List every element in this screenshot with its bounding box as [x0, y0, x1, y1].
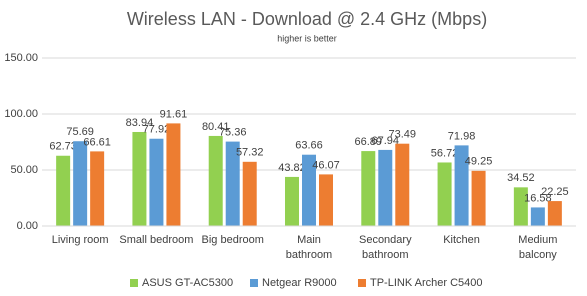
- bar: [132, 131, 147, 226]
- x-tick-label: Medium balcony: [518, 234, 557, 261]
- chart-subtitle: higher is better: [277, 33, 337, 43]
- value-label: 71.98: [448, 130, 476, 142]
- bar: [378, 149, 393, 226]
- x-tick-label: Big bedroom: [202, 234, 264, 246]
- legend-label: TP-LINK Archer C5400: [370, 277, 483, 289]
- y-tick-label: 100.00: [4, 108, 38, 120]
- legend-swatch: [358, 279, 366, 287]
- bar: [547, 201, 562, 226]
- legend-label: ASUS GT-AC5300: [142, 277, 233, 289]
- y-tick-label: 0.00: [17, 220, 38, 232]
- value-label: 77.92: [143, 124, 171, 136]
- bar: [454, 145, 469, 226]
- bar: [395, 143, 410, 226]
- value-label: 46.07: [312, 159, 340, 171]
- value-label: 73.49: [389, 129, 417, 141]
- y-tick-label: 50.00: [10, 164, 38, 176]
- value-label: 66.89: [355, 136, 383, 148]
- value-label: 83.94: [126, 117, 154, 129]
- bar: [56, 155, 71, 226]
- bar: [285, 176, 299, 226]
- bar: [302, 154, 316, 226]
- bar: [225, 141, 240, 226]
- bar: [90, 151, 105, 226]
- value-label: 49.25: [465, 156, 493, 168]
- value-label: 63.66: [295, 140, 323, 152]
- legend-label: Netgear R9000: [262, 277, 337, 289]
- value-label: 22.25: [541, 186, 569, 198]
- value-label: 80.41: [202, 121, 230, 133]
- value-label: 16.58: [524, 192, 552, 204]
- value-label: 91.61: [160, 108, 188, 120]
- chart-title: Wireless LAN - Download @ 2.4 GHz (Mbps): [127, 9, 487, 29]
- value-label: 57.32: [236, 147, 264, 159]
- bar: [149, 138, 164, 226]
- x-tick-label: Small bedroom: [119, 234, 193, 246]
- x-tick-label: Living room: [52, 234, 109, 246]
- x-tick-label: Kitchen: [443, 234, 480, 246]
- bar: [361, 151, 376, 226]
- bar: [166, 123, 181, 226]
- legend-swatch: [130, 279, 138, 287]
- bar: [73, 141, 88, 226]
- bar: [242, 161, 257, 226]
- value-label: 62.73: [49, 141, 77, 153]
- x-tick-label: Secondary bathroom: [359, 234, 412, 261]
- x-tick-label: Main bathroom: [286, 234, 332, 261]
- bar: [319, 174, 333, 226]
- bar: [530, 207, 545, 226]
- bar: [437, 162, 452, 226]
- value-label: 56.72: [431, 147, 459, 159]
- bar: [208, 135, 223, 226]
- bar: [471, 170, 486, 226]
- y-tick-label: 150.00: [4, 52, 38, 64]
- bar: [513, 187, 528, 226]
- value-label: 43.82: [278, 162, 306, 174]
- value-label: 34.52: [507, 172, 535, 184]
- value-label: 66.61: [83, 136, 111, 148]
- legend-swatch: [250, 279, 258, 287]
- value-label: 75.36: [219, 127, 247, 139]
- value-label: 75.69: [66, 126, 94, 138]
- value-label: 67.94: [372, 135, 400, 147]
